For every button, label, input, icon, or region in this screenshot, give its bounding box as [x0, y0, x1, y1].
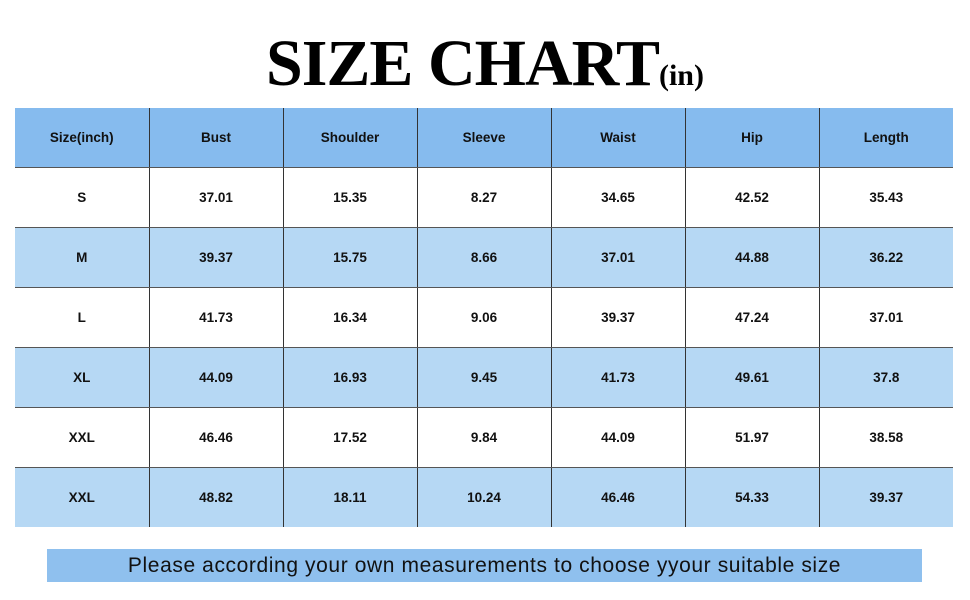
- measurement-cell: 47.24: [684, 287, 819, 348]
- measurement-cell: 34.65: [550, 167, 685, 228]
- measurement-cell: 38.58: [818, 407, 953, 468]
- measurement-cell: 8.27: [416, 167, 551, 228]
- measurement-cell: 9.84: [416, 407, 551, 468]
- measurement-cell: 18.11: [282, 467, 417, 527]
- measurement-cell: 16.34: [282, 287, 417, 348]
- size-cell: M: [15, 227, 149, 288]
- title-unit: (in): [658, 59, 704, 92]
- size-cell: XXL: [15, 407, 149, 468]
- measurement-cell: 8.66: [416, 227, 551, 288]
- measurement-cell: 37.01: [148, 167, 283, 228]
- measurement-cell: 37.8: [818, 347, 953, 408]
- column-header: Hip: [684, 108, 819, 168]
- measurement-cell: 44.88: [684, 227, 819, 288]
- table-row: M 39.37 15.75 8.66 37.01 44.88 36.22: [15, 227, 953, 288]
- table-row: S 37.01 15.35 8.27 34.65 42.52 35.43: [15, 167, 953, 228]
- column-header: Waist: [550, 108, 685, 168]
- table-row: XXL 48.82 18.11 10.24 46.46 54.33 39.37: [15, 467, 953, 527]
- size-cell: XXL: [15, 467, 149, 527]
- measurement-cell: 9.06: [416, 287, 551, 348]
- measurement-cell: 51.97: [684, 407, 819, 468]
- column-header: Shoulder: [282, 108, 417, 168]
- measurement-cell: 15.75: [282, 227, 417, 288]
- measurement-cell: 41.73: [550, 347, 685, 408]
- measurement-cell: 16.93: [282, 347, 417, 408]
- column-header: Size(inch): [15, 108, 149, 168]
- measurement-cell: 36.22: [818, 227, 953, 288]
- measurement-cell: 44.09: [148, 347, 283, 408]
- measurement-cell: 46.46: [550, 467, 685, 527]
- measurement-cell: 54.33: [684, 467, 819, 527]
- table-row: L 41.73 16.34 9.06 39.37 47.24 37.01: [15, 287, 953, 348]
- table-row: XL 44.09 16.93 9.45 41.73 49.61 37.8: [15, 347, 953, 408]
- measurement-cell: 39.37: [550, 287, 685, 348]
- table-header-row: Size(inch) Bust Shoulder Sleeve Waist Hip Leng…: [15, 108, 953, 168]
- measurement-cell: 10.24: [416, 467, 551, 527]
- measurement-cell: 17.52: [282, 407, 417, 468]
- measurement-cell: 9.45: [416, 347, 551, 408]
- measurement-cell: 48.82: [148, 467, 283, 527]
- table-row: XXL 46.46 17.52 9.84 44.09 51.97 38.58: [15, 407, 953, 468]
- measurement-cell: 37.01: [818, 287, 953, 348]
- measurement-note: Please according your own measurements t…: [47, 549, 922, 582]
- measurement-cell: 49.61: [684, 347, 819, 408]
- page-title: SIZE CHART(in): [0, 26, 970, 102]
- column-header: Sleeve: [416, 108, 551, 168]
- measurement-cell: 42.52: [684, 167, 819, 228]
- measurement-cell: 46.46: [148, 407, 283, 468]
- size-cell: L: [15, 287, 149, 348]
- title-main: SIZE CHART: [266, 27, 660, 100]
- column-header: Length: [818, 108, 953, 168]
- measurement-cell: 39.37: [148, 227, 283, 288]
- measurement-cell: 41.73: [148, 287, 283, 348]
- measurement-cell: 15.35: [282, 167, 417, 228]
- measurement-cell: 44.09: [550, 407, 685, 468]
- measurement-cell: 39.37: [818, 467, 953, 527]
- size-cell: S: [15, 167, 149, 228]
- size-cell: XL: [15, 347, 149, 408]
- size-table: Size(inch) Bust Shoulder Sleeve Waist Hip Leng…: [15, 108, 953, 527]
- measurement-cell: 35.43: [818, 167, 953, 228]
- column-header: Bust: [148, 108, 283, 168]
- measurement-cell: 37.01: [550, 227, 685, 288]
